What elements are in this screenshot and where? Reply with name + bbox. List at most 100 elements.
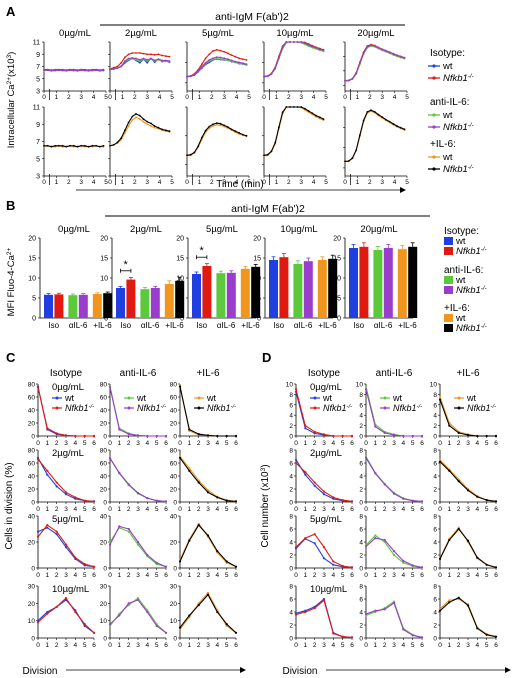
- c-point-ko_ai-r0-c1-0: [108, 386, 112, 389]
- d-point-ko-r1-c0-6: [350, 500, 354, 503]
- a-point-ko-r0-c2-4: [201, 63, 203, 65]
- d-series-ko_il-r1-c2: [439, 461, 497, 502]
- d-point-ko_ai-r1-c1-1: [374, 472, 377, 475]
- c-point-ko_ai-r0-c1-1: [118, 428, 121, 431]
- a-point-ko_ai-r0-c3-7: [289, 41, 291, 43]
- c-point-ko-r1-c0-1: [46, 469, 49, 472]
- a-point-ko_il-r1-c3-13: [311, 112, 314, 115]
- c-xtick-label-r1-c1-5: 5: [155, 506, 159, 513]
- d-point-ko_il-r3-c2-6: [494, 635, 498, 638]
- b-bar-ko_il-3: [328, 258, 338, 318]
- a-point-ko_il-r1-c2-8: [215, 122, 218, 124]
- a-point-ko_il-r1-c0-15: [98, 145, 101, 148]
- d-point-ko_il-r3-c2-1: [448, 601, 451, 604]
- legend-a-ko-marker: [432, 76, 436, 80]
- d-point-ko-r3-c0-5: [341, 635, 344, 638]
- c-point-ko-r0-c0-1: [46, 427, 49, 430]
- c-xtick-label-r2-c2-1: 1: [188, 572, 192, 579]
- a-point-ko-r0-c2-10: [223, 50, 226, 53]
- c-ytick-label-r3-c2-1: 10: [170, 618, 178, 625]
- c-xtick-label-r2-c0-1: 1: [46, 572, 50, 579]
- d-xtick-label-r1-c1-6: 6: [420, 506, 424, 513]
- a-point-ko_ai-r0-c2-9: [219, 56, 222, 59]
- a-point-ko_il-r1-c3-0: [263, 154, 265, 157]
- a-point-ko_ai-r0-c2-14: [238, 61, 241, 64]
- c-point-ko-r0-c0-6: [92, 434, 96, 438]
- d-xtick-label-r3-c1-6: 6: [420, 642, 424, 649]
- a-ytick-label-r1-4: 3: [36, 174, 40, 181]
- a-point-ko_ai-r0-c2-1: [189, 75, 192, 78]
- c-point-ko-r3-c0-5: [83, 623, 86, 626]
- d-xtick-label-r1-c2-0: 0: [438, 506, 442, 513]
- c-series-wt-r3-c0: [37, 599, 95, 634]
- d-point-ko-r1-c0-0: [294, 461, 298, 465]
- a-ytick-label-r0-2: 7: [36, 64, 40, 71]
- d-xtick-label-r1-c2-5: 5: [485, 506, 489, 513]
- c-xtick-label-r2-c2-4: 4: [216, 572, 220, 579]
- a-xtick-label-r1-c1-2: 2: [133, 179, 137, 186]
- a-point-ko_ai-r0-c1-0: [109, 68, 111, 71]
- a-point-wt-r0-c1-10: [146, 61, 149, 64]
- a-point-ko_il-r1-c4-11: [385, 118, 387, 121]
- a-point-ko_ai-r0-c1-11: [150, 57, 152, 60]
- b-bar-ko_ai-4: [383, 248, 393, 318]
- legend-b-label-ko_ai-sup: -/-: [481, 285, 487, 292]
- b-bar-ko-4: [359, 246, 369, 318]
- c-ytick-label-r3-c1-2: 20: [100, 601, 108, 608]
- d-point-ko-r2-c0-5: [341, 564, 344, 568]
- a-conc-label-0: 0µg/mL: [59, 28, 91, 39]
- c-xtick-label-r3-c1-6: 6: [164, 642, 168, 649]
- a-point-ko_il-r1-c4-7: [370, 109, 372, 112]
- c-conc-label-1: 2µg/mL: [52, 448, 84, 459]
- d-ytick-label-r1-c2-2: 4: [433, 474, 437, 481]
- a-point-wt_il-r1-c2-8: [215, 123, 218, 126]
- c-xtick-label-r3-c0-6: 6: [92, 642, 96, 649]
- b-ytick-label-1-0: 0: [104, 316, 108, 323]
- a-point-wt_ai-r0-c2-9: [219, 58, 222, 60]
- a-point-ko_il-r1-c3-5: [281, 111, 284, 114]
- d-xtick-label-r0-c2-3: 3: [466, 440, 470, 447]
- d-ytick-label-r3-c0-2: 4: [289, 610, 293, 617]
- c-series-ko-r2-c0: [37, 524, 95, 568]
- a-xtick-label-r1-c0-5: 5: [104, 179, 108, 186]
- a-conc-label-1: 2µg/mL: [125, 28, 157, 39]
- d-xtick-label-r3-c2-2: 2: [457, 642, 461, 649]
- d-ytick-label-r3-c1-3: 6: [359, 597, 363, 604]
- b-bar-wt_il-4: [397, 249, 407, 318]
- b-bar-wt_ai-1: [140, 289, 150, 318]
- a-point-ko_ai-r0-c2-16: [245, 63, 248, 65]
- c-legend-label-wt: wt: [64, 393, 74, 403]
- d-ytick-label-r3-c0-0: 0: [289, 636, 293, 643]
- a-point-ko-r0-c1-15: [164, 55, 167, 57]
- a-xtick-label-r1-c0-1: 1: [55, 179, 59, 186]
- a-subplot-r0-c2: 5µg/mL 0 1 2 3 4 5: [185, 28, 251, 101]
- a-point-ko_ai-r0-c1-16: [168, 60, 171, 62]
- c-xtick-label-r0-c1-0: 0: [108, 440, 112, 447]
- b-ytick-label-0-4: 20: [28, 236, 36, 243]
- c-xtick-label-r3-c0-4: 4: [74, 642, 78, 649]
- c-xtick-label-r3-c0-1: 1: [46, 642, 50, 649]
- d-point-ko-r2-c0-1: [304, 537, 307, 540]
- c-legend-marker-wt: [55, 396, 59, 400]
- d-point-wt-r2-c0-2: [313, 542, 316, 545]
- a-point-ko_ai-r0-c2-6: [208, 59, 211, 61]
- c-xtick-label-r1-c0-6: 6: [92, 506, 96, 513]
- d-xtick-label-r2-c2-2: 2: [457, 572, 461, 579]
- a-point-ko-r0-c2-12: [230, 54, 233, 56]
- c-point-ko-r1-c0-5: [83, 499, 86, 502]
- d-point-ko_il-r3-c2-0: [438, 609, 442, 612]
- panel-c-division-arrowhead: [240, 667, 246, 673]
- c-point-ko_ai-r1-c1-6: [164, 500, 168, 503]
- d-xtick-label-r2-c1-3: 3: [392, 572, 396, 579]
- b-group-label-3-1: αIL-6: [294, 321, 313, 330]
- panel-d-xlabel: Division: [282, 666, 317, 677]
- a-ytick-label-r0-1: 9: [36, 52, 40, 59]
- c-point-ko_ai-r2-c1-2: [127, 527, 130, 531]
- d-point-ko-r3-c0-2: [313, 607, 316, 610]
- d-xtick-label-r3-c0-2: 2: [313, 642, 317, 649]
- d-xtick-label-r2-c0-4: 4: [332, 572, 336, 579]
